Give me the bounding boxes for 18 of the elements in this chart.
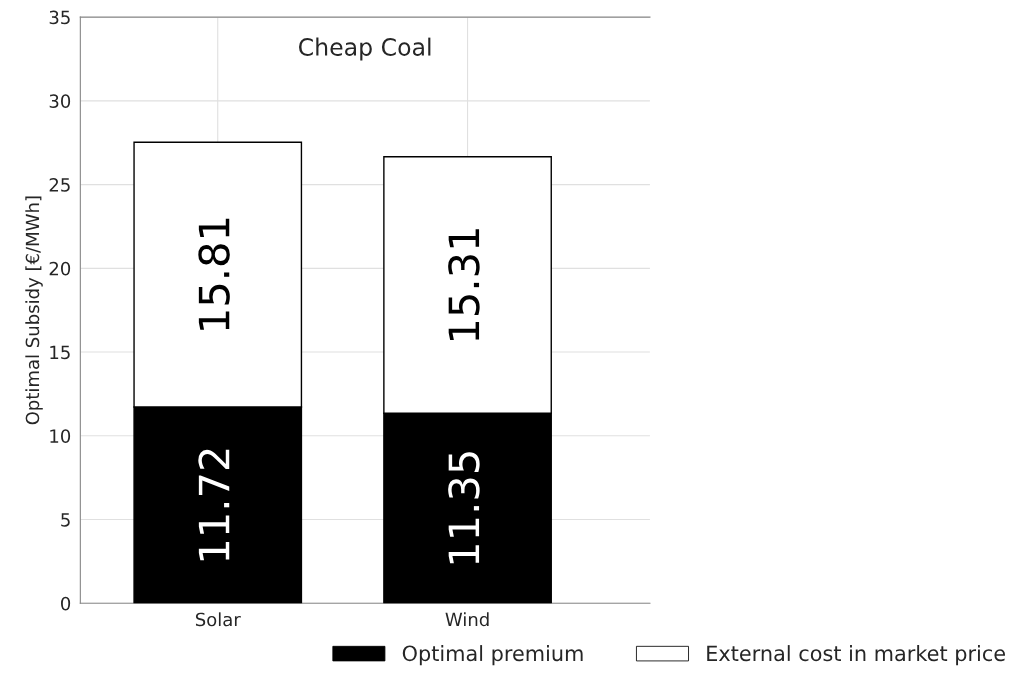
legend-label: External cost in market price — [707, 645, 1005, 666]
data-label: 11.72 — [198, 449, 230, 561]
text: Cheap Coal — [299, 37, 431, 61]
y-tick-label: 10 — [50, 429, 71, 443]
y-tick-label: 25 — [49, 178, 70, 192]
x-tick-label: Solar — [195, 612, 241, 627]
data-label: 15.81 — [198, 218, 230, 330]
data-label: 11.35 — [448, 452, 480, 564]
y-tick-label: 30 — [49, 94, 71, 108]
y-tick-label: 5 — [61, 513, 70, 527]
data-label: 15.31 — [448, 229, 480, 341]
legend-label: Optimal premium — [402, 645, 583, 666]
y-tick-label: 20 — [49, 261, 71, 276]
y-tick-label: 0 — [61, 596, 71, 611]
y-tick-label: 15 — [50, 345, 70, 360]
y-tick-label: 35 — [49, 10, 70, 25]
x-tick-label: Wind — [445, 612, 489, 627]
y-axis-title: Optimal Subsidy [€/MWh] — [25, 196, 43, 425]
